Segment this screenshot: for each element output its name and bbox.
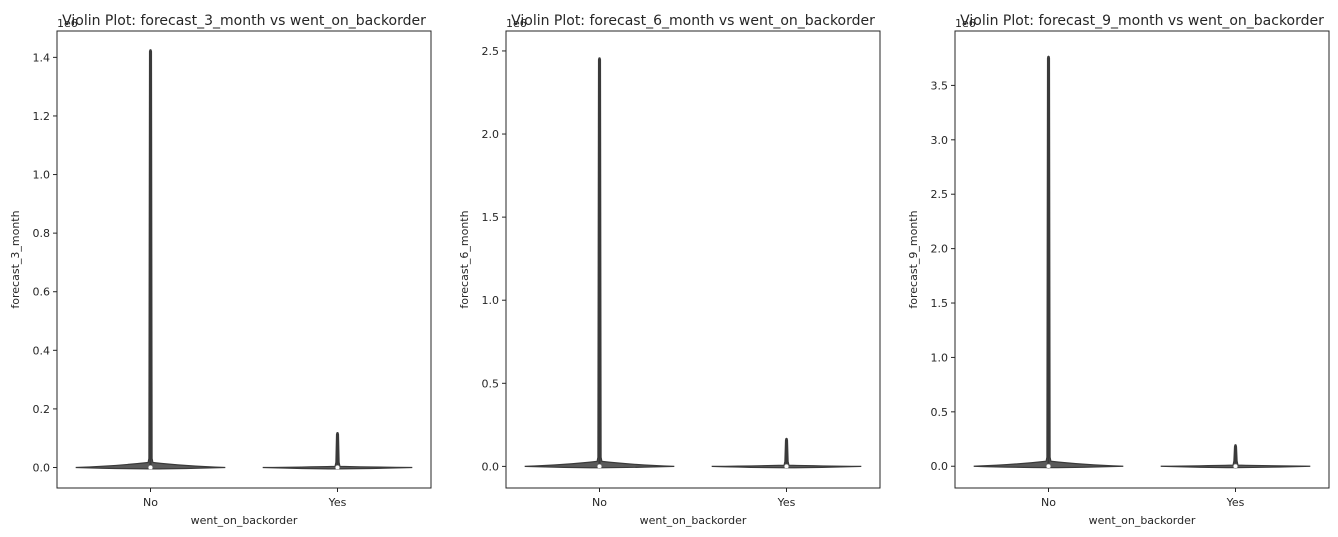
subplot-2: 0.0 0.5 1.0 1.5 2.0 2.5 No Yes went_on_backorder… [458, 13, 881, 527]
median-marker-yes [1233, 463, 1239, 469]
axes-frame [56, 30, 432, 489]
y-tick-label: 1.5 [482, 211, 500, 224]
y-tick-label: 1.0 [33, 169, 51, 182]
x-axis-label: went_on_backorder [1089, 514, 1196, 527]
x-tick-label: No [1041, 496, 1056, 509]
x-tick-label: Yes [328, 496, 347, 509]
subplot-3: 0.0 0.5 1.0 1.5 2.0 2.5 3.0 3.5 No Yes went_on_bac… [907, 13, 1330, 527]
y-tick-label: 2.0 [931, 243, 949, 256]
median-marker-yes [334, 464, 340, 470]
subplot-1: 0.0 0.2 0.4 0.6 0.8 1.0 1.2 1.4 No Yes went_on_bac… [9, 13, 432, 527]
chart-title: Violin Plot: forecast_3_month vs went_on… [62, 13, 426, 29]
y-tick-label: 2.0 [482, 128, 500, 141]
y-tick-label: 1.0 [482, 294, 500, 307]
y-tick-label: 0.8 [33, 227, 51, 240]
x-axis-label: went_on_backorder [640, 514, 747, 527]
y-tick-label: 0.5 [931, 406, 949, 419]
median-marker-no [1046, 463, 1052, 469]
y-offset-text: 1e6 [57, 17, 78, 30]
y-axis-label: forecast_9_month [907, 210, 920, 308]
median-marker-yes [783, 463, 789, 469]
y-tick-label: 1.4 [33, 51, 51, 64]
y-axis-label: forecast_6_month [458, 210, 471, 308]
y-tick-label: 0.6 [33, 286, 51, 299]
y-tick-label: 3.0 [931, 134, 949, 147]
y-offset-text: 1e6 [955, 17, 976, 30]
y-tick-label: 0.0 [931, 460, 949, 473]
x-axis-label: went_on_backorder [191, 514, 298, 527]
y-tick-label: 1.0 [931, 351, 949, 364]
y-tick-label: 0.4 [33, 344, 51, 357]
chart-title: Violin Plot: forecast_6_month vs went_on… [511, 13, 875, 29]
median-marker-no [148, 464, 154, 470]
y-offset-text: 1e6 [506, 17, 527, 30]
x-tick-label: Yes [1226, 496, 1245, 509]
y-tick-label: 0.2 [33, 403, 51, 416]
chart-title: Violin Plot: forecast_9_month vs went_on… [960, 13, 1324, 29]
y-tick-label: 3.5 [931, 79, 949, 92]
y-tick-label: 2.5 [931, 188, 949, 201]
x-tick-label: No [143, 496, 158, 509]
y-tick-label: 2.5 [482, 45, 500, 58]
y-tick-label: 0.0 [482, 460, 500, 473]
median-marker-no [596, 463, 602, 469]
axes-frame [505, 30, 881, 489]
y-tick-label: 0.5 [482, 377, 500, 390]
y-tick-label: 1.2 [33, 110, 51, 123]
axes-frame [954, 30, 1330, 489]
y-tick-label: 1.5 [931, 297, 949, 310]
y-tick-label: 0.0 [33, 461, 51, 474]
y-axis-label: forecast_3_month [9, 210, 22, 308]
x-tick-label: No [592, 496, 607, 509]
x-tick-label: Yes [777, 496, 796, 509]
